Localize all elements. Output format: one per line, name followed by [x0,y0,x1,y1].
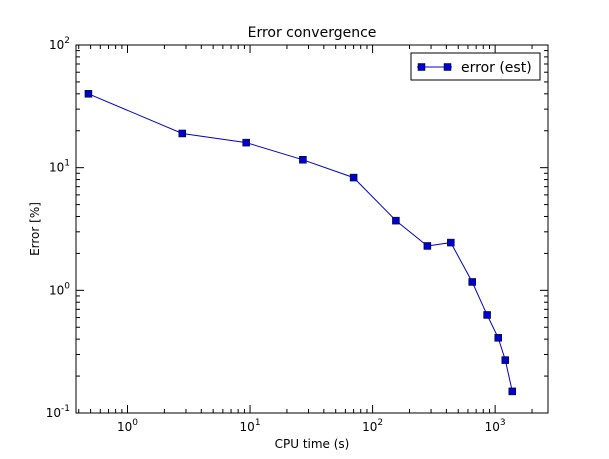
x-tick-label: 103 [485,418,506,434]
data-point [178,129,187,138]
y-tick-label: 10-1 [46,404,70,420]
data-point [447,238,455,247]
data-point [392,216,400,225]
data-point [423,242,432,250]
y-tick-label: 100 [49,281,70,297]
x-tick-label: 102 [362,418,383,434]
x-tick-label: 101 [240,418,261,434]
y-axis: 10-1 100 101 102 [46,36,548,420]
chart-title: Error convergence [248,25,377,41]
plot-area [75,44,549,414]
legend-marker [443,63,452,71]
data-point [508,387,517,396]
x-tick-label: 100 [117,418,138,434]
y-tick-label: 102 [49,36,70,52]
y-axis-label: Error [%] [28,202,42,256]
data-point [501,356,510,364]
x-axis: 100 101 102 103 [78,45,533,434]
legend-label: error (est) [461,60,532,76]
data-point [349,173,358,182]
series-layer [84,90,517,396]
legend: error (est) [410,52,541,81]
data-point [299,156,307,164]
data-point [468,278,476,286]
data-point [242,138,250,147]
legend-marker [417,63,426,71]
y-tick-label: 101 [49,159,70,175]
data-point [84,90,93,98]
data-point [494,334,502,342]
data-point [483,311,491,319]
x-axis-label: CPU time (s) [275,437,350,451]
